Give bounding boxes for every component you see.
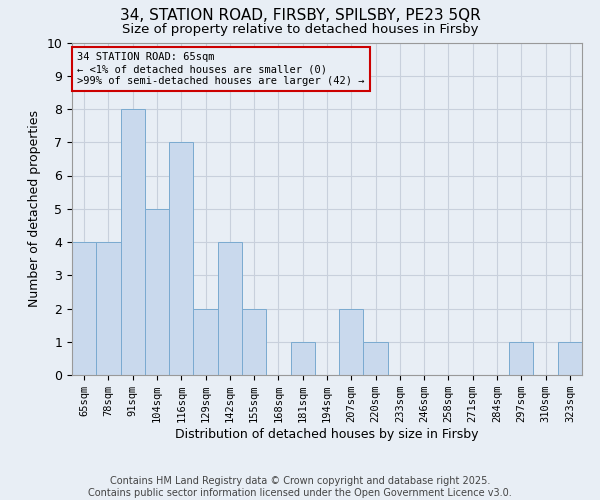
Text: Size of property relative to detached houses in Firsby: Size of property relative to detached ho…: [122, 22, 478, 36]
Bar: [364, 342, 388, 375]
Bar: [509, 342, 533, 375]
Bar: [242, 308, 266, 375]
Bar: [339, 308, 364, 375]
Bar: [218, 242, 242, 375]
Bar: [169, 142, 193, 375]
Bar: [121, 109, 145, 375]
X-axis label: Distribution of detached houses by size in Firsby: Distribution of detached houses by size …: [175, 428, 479, 441]
Text: 34, STATION ROAD, FIRSBY, SPILSBY, PE23 5QR: 34, STATION ROAD, FIRSBY, SPILSBY, PE23 …: [119, 8, 481, 22]
Y-axis label: Number of detached properties: Number of detached properties: [28, 110, 41, 307]
Bar: [145, 209, 169, 375]
Bar: [558, 342, 582, 375]
Text: Contains HM Land Registry data © Crown copyright and database right 2025.
Contai: Contains HM Land Registry data © Crown c…: [88, 476, 512, 498]
Bar: [72, 242, 96, 375]
Bar: [96, 242, 121, 375]
Bar: [193, 308, 218, 375]
Text: 34 STATION ROAD: 65sqm
← <1% of detached houses are smaller (0)
>99% of semi-det: 34 STATION ROAD: 65sqm ← <1% of detached…: [77, 52, 365, 86]
Bar: [290, 342, 315, 375]
